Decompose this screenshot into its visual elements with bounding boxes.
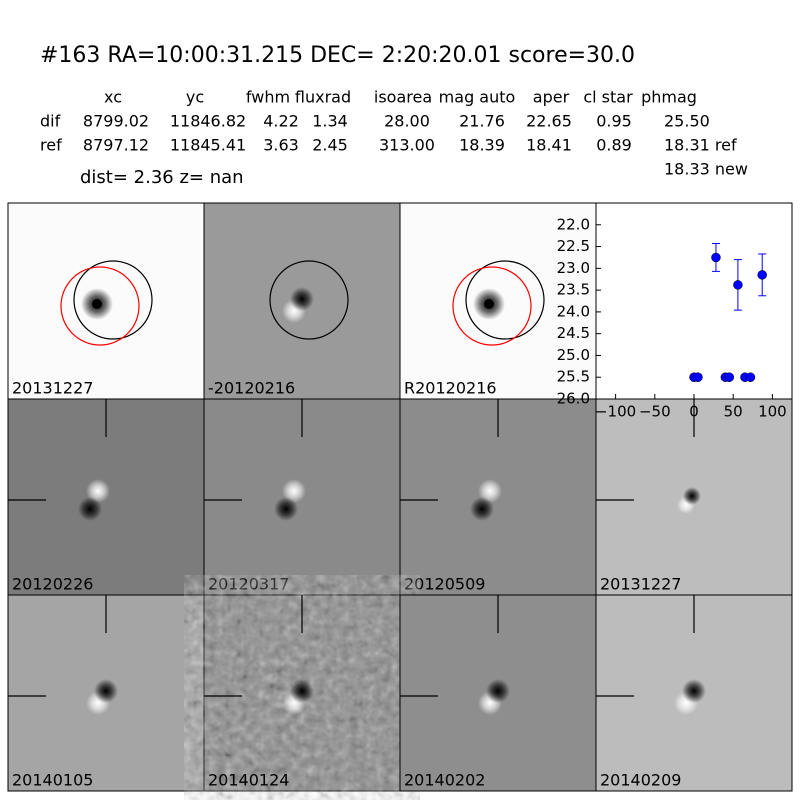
panel-label: 20131227 — [12, 379, 93, 398]
cell: 0.95 — [596, 112, 632, 131]
y-tick-label: 22.5 — [557, 237, 590, 255]
row-label: ref — [40, 136, 62, 155]
cell: 8799.02 — [83, 112, 149, 131]
y-tick-label: 22.0 — [557, 215, 590, 233]
x-tick-label: −50 — [639, 403, 671, 421]
x-tick-label: 100 — [758, 403, 787, 421]
point — [757, 270, 767, 280]
panel-label: 20140105 — [12, 771, 93, 790]
image-panel: 20140105 — [7, 594, 205, 792]
dipole-dark — [94, 679, 118, 703]
image-panel: 20131227 — [7, 202, 205, 400]
panel-label: 20140202 — [404, 771, 485, 790]
point — [693, 372, 703, 382]
image-panel: 20131227 — [595, 398, 793, 596]
y-tick-label: 23.5 — [557, 281, 590, 299]
panel-label: 20120317 — [208, 575, 289, 594]
panel-label: 20120509 — [404, 575, 485, 594]
aperture — [465, 260, 545, 340]
dipole-white — [86, 479, 110, 503]
star-core — [92, 299, 102, 309]
chart: 22.0 22.5 23.0 23.5 24.0 24.5 25.0 25.5 26.0 −100… — [557, 202, 793, 421]
cell: 11845.41 — [170, 136, 246, 155]
dipole-dark — [290, 679, 314, 703]
dipole-dark — [78, 497, 102, 521]
cell: 8797.12 — [83, 136, 149, 155]
aperture — [269, 260, 349, 340]
dist: dist= 2.36 z= nan — [80, 167, 244, 188]
image-panel: 20120317 — [203, 398, 401, 596]
cell: 22.65 — [526, 112, 572, 131]
column-header: mag auto — [439, 88, 516, 107]
point — [724, 372, 735, 382]
image-panel: -20120216 — [203, 202, 401, 400]
title: #163 RA=10:00:31.215 DEC= 2:20:20.01 sco… — [40, 43, 635, 68]
cell: 4.22 — [263, 112, 299, 131]
x-tick-label: 50 — [724, 403, 743, 421]
panel-label: 20140124 — [208, 771, 289, 790]
y-tick-label: 25.5 — [557, 368, 590, 386]
cell: 11846.82 — [170, 112, 246, 131]
x-tick-label: 0 — [689, 403, 699, 421]
point — [711, 252, 721, 263]
plot-area — [595, 202, 793, 400]
column-header: xc — [104, 88, 122, 107]
y-tick-label: 24.5 — [557, 324, 590, 342]
dipole-dark — [683, 487, 701, 505]
column-header: aper — [533, 88, 570, 107]
dipole-dark — [470, 497, 494, 521]
column-header: isoarea — [374, 88, 432, 107]
dipole-dark — [274, 497, 298, 521]
column-header: yc — [186, 88, 204, 107]
row-label: dif — [40, 112, 61, 131]
column-header: cl star — [583, 88, 633, 107]
panel-label: -20120216 — [208, 379, 295, 398]
cell: 28.00 — [384, 112, 430, 131]
cell: 25.50 — [664, 112, 710, 131]
table: xc yc fwhm fluxrad isoarea mag auto aper cl sta… — [40, 88, 737, 155]
cell: 18.41 — [526, 136, 572, 155]
point — [745, 372, 756, 382]
y-tick-label: 23.0 — [557, 259, 590, 277]
cell: 1.34 — [312, 112, 348, 131]
column-header: fwhm — [246, 88, 290, 107]
panel-label: R20120216 — [404, 379, 497, 398]
cell: 18.39 — [459, 136, 505, 155]
image-panel: 20120509 — [399, 398, 597, 596]
cell: 3.63 — [263, 136, 299, 155]
extra-line: 18.33 new — [664, 160, 748, 179]
panels: 20131227 -20120216 R20120216 20120226 201203… — [7, 202, 793, 792]
cell: 2.45 — [312, 136, 348, 155]
y-tick-label: 26.0 — [557, 390, 590, 408]
cell: 313.00 — [379, 136, 435, 155]
cell: 0.89 — [596, 136, 632, 155]
aperture-ref — [60, 266, 140, 346]
dipole-white — [282, 479, 306, 503]
dipole-dark — [682, 679, 706, 703]
dipole-dark — [290, 287, 314, 311]
aperture-ref — [452, 266, 532, 346]
panel-label: 20120226 — [12, 575, 93, 594]
panel-label: 20140209 — [600, 771, 681, 790]
image-panel: R20120216 — [399, 202, 597, 400]
image-panel: 20120226 — [7, 398, 205, 596]
image-panel: 20140202 — [399, 594, 597, 792]
point — [733, 280, 743, 290]
x-tick-label: −100 — [595, 403, 636, 421]
y-tick-label: 24.0 — [557, 302, 590, 320]
cell: 18.31 ref — [664, 136, 737, 155]
star-core — [484, 299, 494, 309]
dipole-dark — [486, 679, 510, 703]
panel-label: 20131227 — [600, 575, 681, 594]
dipole-white — [478, 479, 502, 503]
column-header: fluxrad — [295, 88, 351, 107]
image-panel: 20140209 — [595, 594, 793, 792]
column-header: phmag — [641, 88, 697, 107]
image-panel: 20140124 — [203, 594, 401, 792]
y-tick-label: 25.0 — [557, 346, 590, 364]
cell: 21.76 — [459, 112, 505, 131]
aperture — [73, 260, 153, 340]
